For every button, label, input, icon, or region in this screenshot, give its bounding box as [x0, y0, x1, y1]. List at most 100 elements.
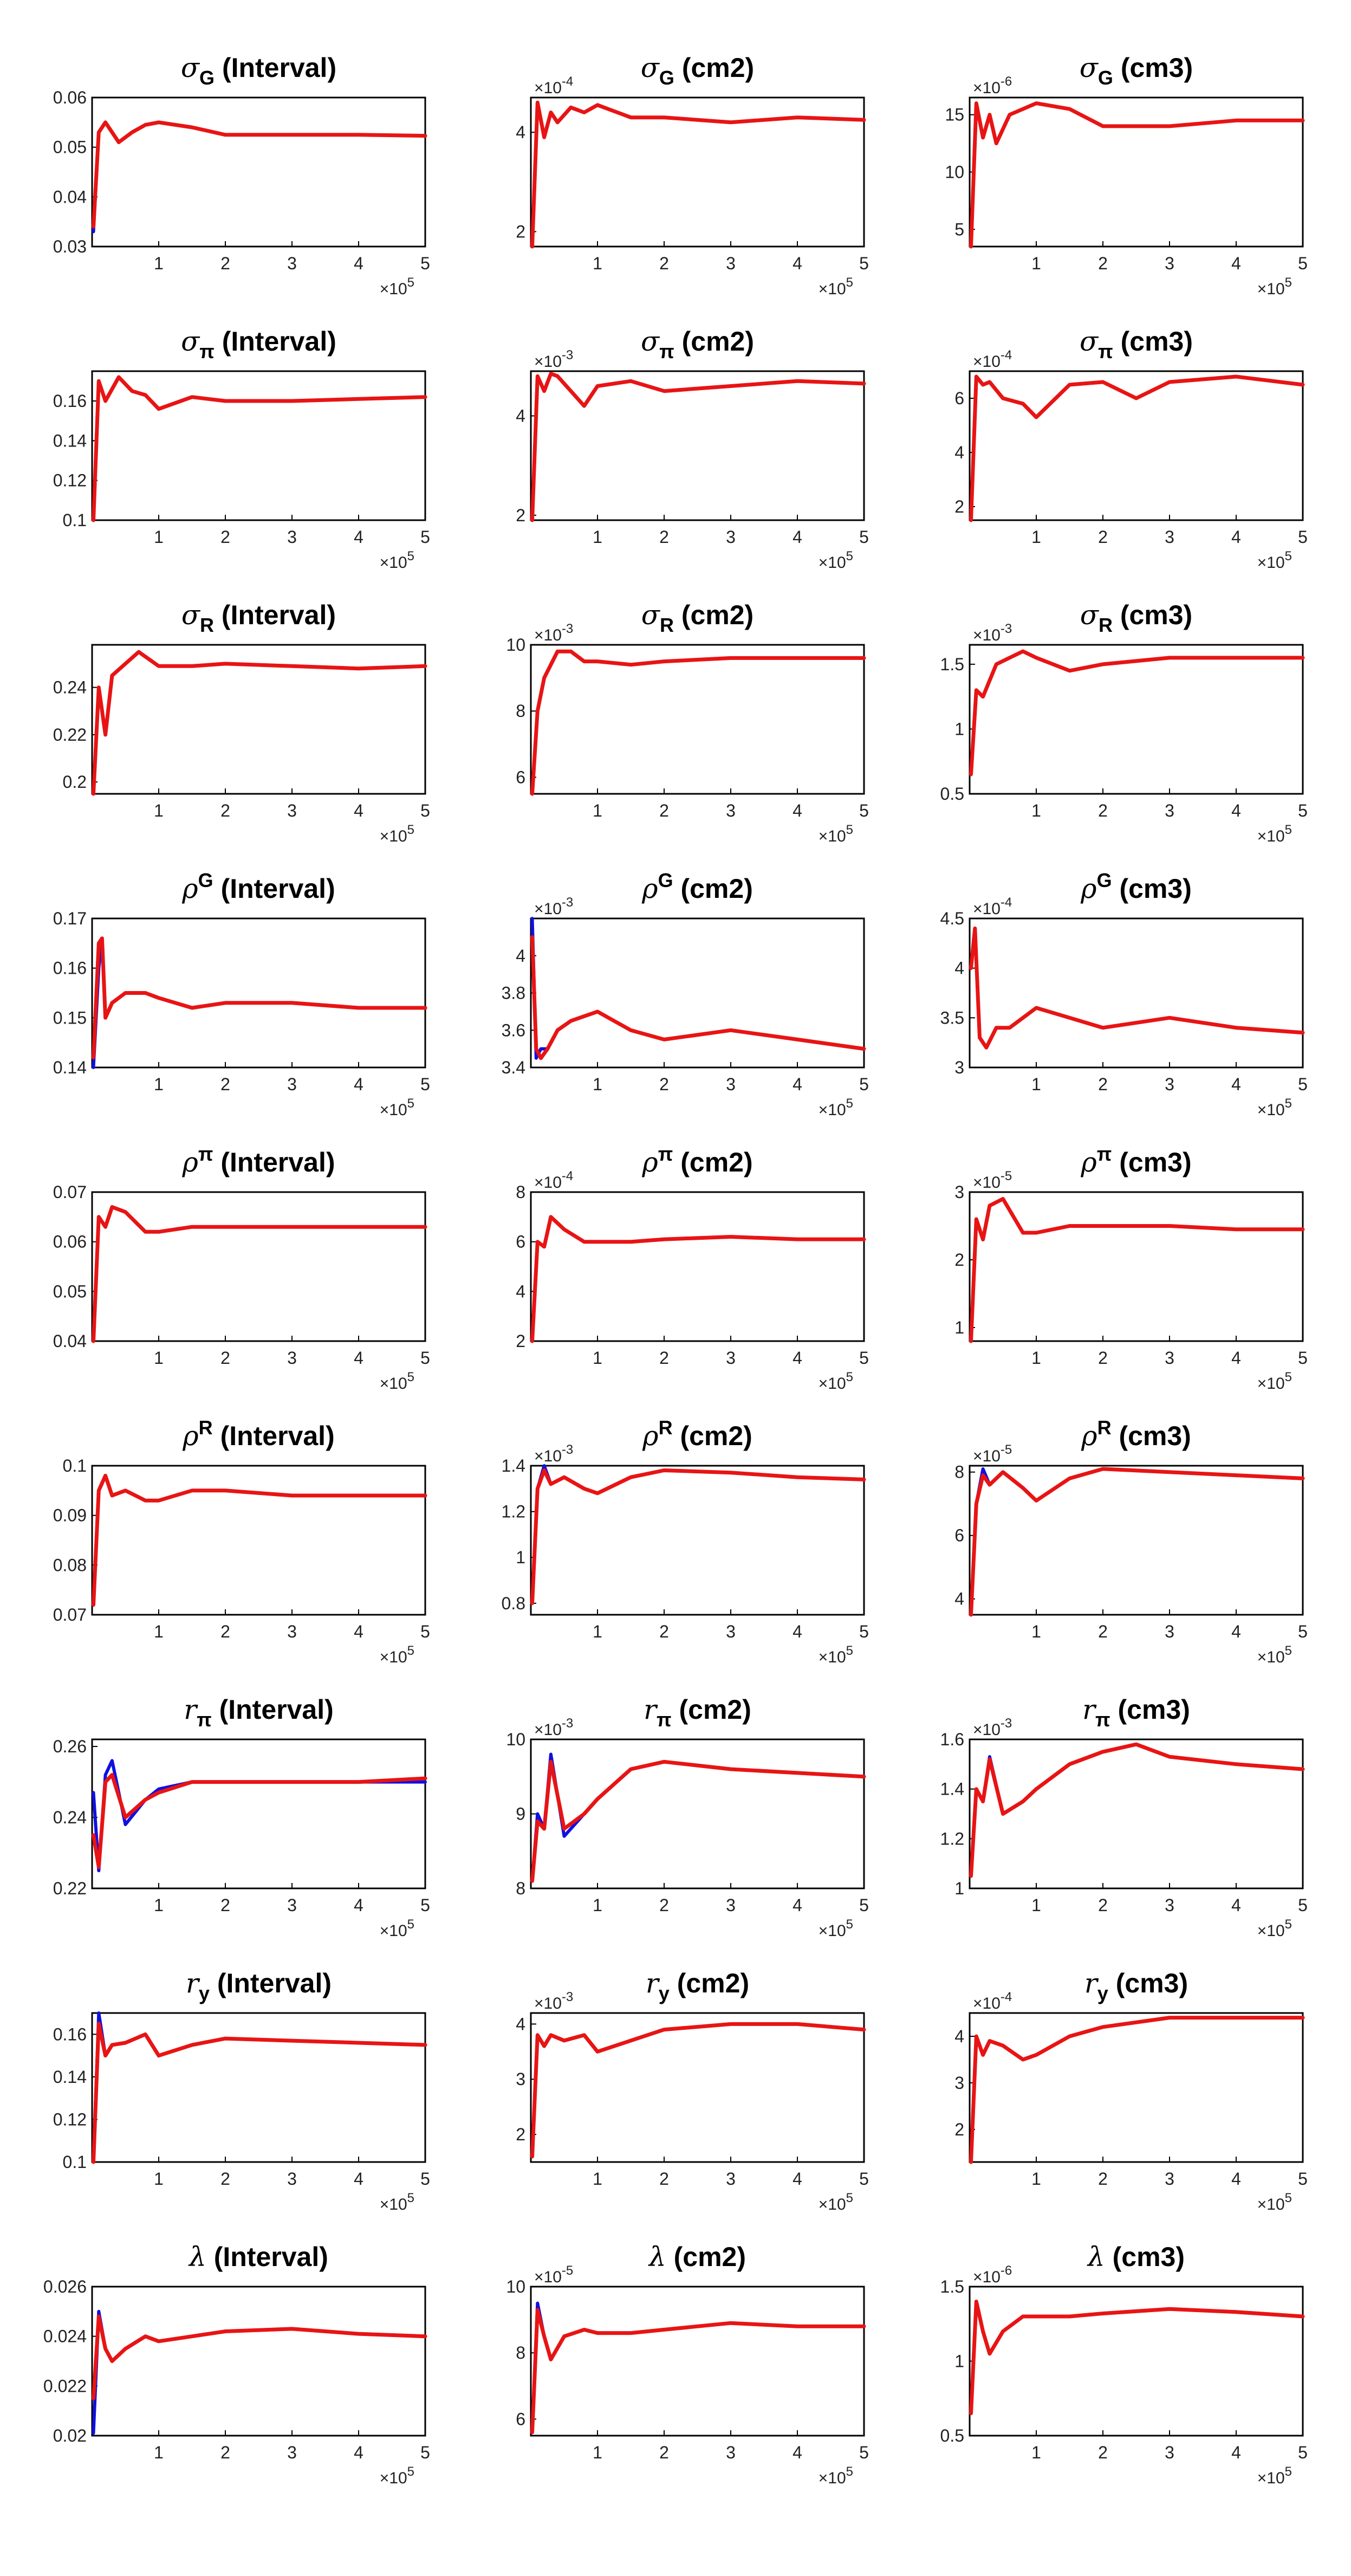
x-tick-label: 5 [420, 801, 430, 820]
plot-area [91, 2286, 426, 2437]
x-tick-label: 2 [659, 1348, 669, 1368]
series-line-red [530, 935, 866, 1060]
y-multiplier-exponent: -3 [1001, 622, 1012, 636]
subplot-title: ry (Interval) [186, 1967, 332, 2004]
y-tick-label: 15 [945, 105, 964, 125]
y-multiplier-base: ×10 [534, 1447, 562, 1465]
y-tick-label: 0.22 [53, 725, 87, 745]
x-multiplier-base: ×10 [819, 554, 846, 572]
title-symbol: σ [181, 326, 200, 357]
x-multiplier: ×105 [1257, 823, 1292, 845]
series-line-red [969, 2016, 1305, 2164]
y-tick-label: 5 [954, 219, 964, 239]
y-tick-label: 1.4 [502, 1456, 525, 1475]
title-subscript: G [659, 67, 674, 89]
x-tick-label: 3 [287, 254, 297, 273]
y-multiplier-base: ×10 [534, 2268, 562, 2286]
y-tick-label: 1.4 [940, 1779, 964, 1799]
x-tick-label: 5 [859, 2443, 869, 2462]
x-tick-label: 3 [1165, 801, 1174, 820]
y-tick-label: 0.14 [53, 1058, 87, 1077]
series-line-red [969, 101, 1305, 249]
y-multiplier-base: ×10 [534, 1174, 562, 1192]
y-tick-label: 0.8 [502, 1594, 525, 1613]
x-multiplier: ×105 [819, 1096, 853, 1119]
x-multiplier: ×105 [1257, 1643, 1292, 1666]
x-multiplier-exponent: 5 [846, 549, 853, 564]
title-symbol: r [646, 1967, 660, 1999]
title-symbol: ρ [1081, 1420, 1097, 1452]
series-line-red [530, 649, 866, 796]
x-tick-label: 2 [220, 1075, 230, 1094]
x-multiplier-base: ×10 [1257, 1375, 1285, 1393]
x-multiplier: ×105 [380, 1370, 414, 1393]
series-line-red [969, 926, 1305, 1050]
y-tick-label: 0.14 [53, 2067, 87, 2087]
subplot-title: ρG (Interval) [181, 869, 335, 904]
y-tick-label: 10 [506, 2277, 525, 2296]
x-tick-label: 4 [1231, 1895, 1241, 1915]
y-tick-label: 2 [954, 497, 964, 516]
x-tick-label: 2 [1098, 1895, 1108, 1915]
subplot-title: λ (cm3) [1087, 2241, 1185, 2273]
title-symbol: ρ [1080, 1147, 1097, 1178]
series-line-red [92, 375, 427, 522]
y-multiplier-base: ×10 [973, 900, 1001, 918]
y-tick-label: 3 [954, 2073, 964, 2093]
x-tick-label: 4 [793, 1348, 802, 1368]
x-multiplier-base: ×10 [380, 1101, 407, 1119]
x-tick-label: 3 [726, 801, 736, 820]
y-tick-label: 9 [516, 1804, 525, 1824]
y-multiplier: ×10-6 [973, 2263, 1012, 2286]
x-tick-label: 4 [354, 527, 363, 547]
title-symbol: λ [188, 2241, 206, 2273]
title-text: (cm2) [674, 600, 754, 630]
x-multiplier-exponent: 5 [407, 823, 414, 837]
y-multiplier-exponent: -6 [1001, 74, 1012, 89]
x-tick-label: 3 [726, 527, 736, 547]
title-subscript: π [1095, 1708, 1110, 1731]
x-multiplier-exponent: 5 [846, 1096, 853, 1111]
x-multiplier-exponent: 5 [407, 549, 414, 564]
y-tick-label: 0.08 [53, 1555, 87, 1575]
y-multiplier-exponent: -3 [562, 348, 573, 363]
y-multiplier: ×10-6 [973, 74, 1012, 97]
series-line-red [92, 1473, 427, 1607]
y-multiplier-base: ×10 [534, 900, 562, 918]
x-multiplier-exponent: 5 [1285, 275, 1292, 290]
y-tick-label: 6 [954, 1526, 964, 1545]
x-tick-label: 1 [593, 527, 602, 547]
y-tick-label: 6 [516, 1232, 525, 1252]
x-tick-label: 4 [354, 2169, 363, 2189]
y-tick-label: 0.24 [53, 1808, 87, 1827]
series-line-red [969, 1467, 1305, 1617]
series-line-red [92, 1773, 427, 1869]
title-text: (Interval) [206, 2242, 328, 2272]
y-multiplier-base: ×10 [973, 626, 1001, 644]
x-multiplier-exponent: 5 [846, 2464, 853, 2479]
x-tick-label: 5 [859, 1622, 869, 1641]
x-tick-label: 2 [659, 2443, 669, 2462]
x-tick-label: 5 [1298, 2443, 1308, 2462]
x-tick-label: 1 [593, 2443, 602, 2462]
x-multiplier: ×105 [819, 1917, 853, 1940]
y-tick-label: 0.14 [53, 431, 87, 450]
x-tick-label: 1 [154, 2169, 164, 2189]
y-multiplier-base: ×10 [534, 353, 562, 371]
x-multiplier: ×105 [380, 1643, 414, 1666]
x-multiplier: ×105 [380, 2464, 414, 2487]
y-tick-label: 0.22 [53, 1879, 87, 1898]
y-multiplier-exponent: -3 [562, 622, 573, 636]
x-multiplier-exponent: 5 [407, 1096, 414, 1111]
y-multiplier-exponent: -4 [562, 74, 573, 89]
x-tick-label: 5 [420, 1622, 430, 1641]
y-multiplier-exponent: -3 [562, 895, 573, 910]
y-tick-label: 0.03 [53, 237, 87, 256]
y-tick-label: 1 [954, 719, 964, 739]
x-tick-label: 5 [859, 2169, 869, 2189]
